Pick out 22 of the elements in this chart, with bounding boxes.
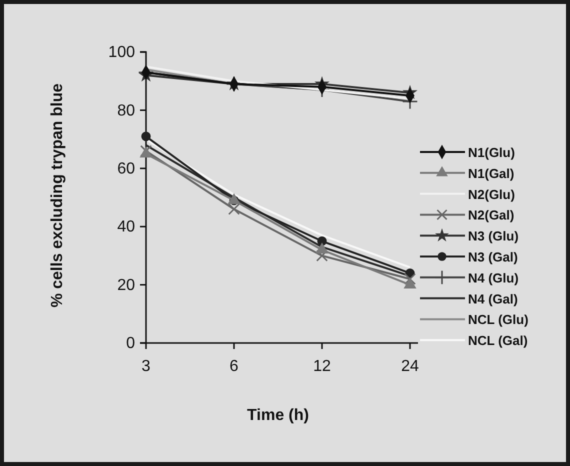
legend-label: N2(Glu) (468, 186, 515, 202)
legend-label: N1(Gal) (468, 166, 514, 181)
legend-label: N4 (Gal) (468, 291, 518, 306)
y-tick-label: 80 (117, 102, 136, 120)
x-tick-label: 12 (313, 358, 331, 376)
legend-label: N3 (Gal) (468, 250, 518, 264)
legend-label: N1(Glu) (468, 145, 515, 160)
y-tick-label: 20 (117, 276, 136, 294)
legend-label: NCL (Gal) (468, 333, 528, 348)
x-tick-label: 24 (401, 358, 419, 376)
x-tick-label: 3 (142, 358, 151, 376)
y-tick-label: 100 (108, 44, 136, 62)
x-tick-label: 6 (230, 358, 239, 376)
legend-label: NCL (Glu) (468, 312, 528, 328)
legend-label: N4 (Glu) (468, 270, 519, 286)
y-tick-label: 60 (117, 160, 136, 178)
y-axis-title: % cells excluding trypan blue (49, 83, 66, 308)
y-tick-label: 40 (117, 218, 136, 236)
x-axis-title: Time (h) (247, 407, 309, 424)
y-tick-label: 0 (126, 335, 136, 352)
legend-label: N2(Gal) (468, 208, 514, 223)
legend-label: N3 (Glu) (468, 228, 519, 244)
